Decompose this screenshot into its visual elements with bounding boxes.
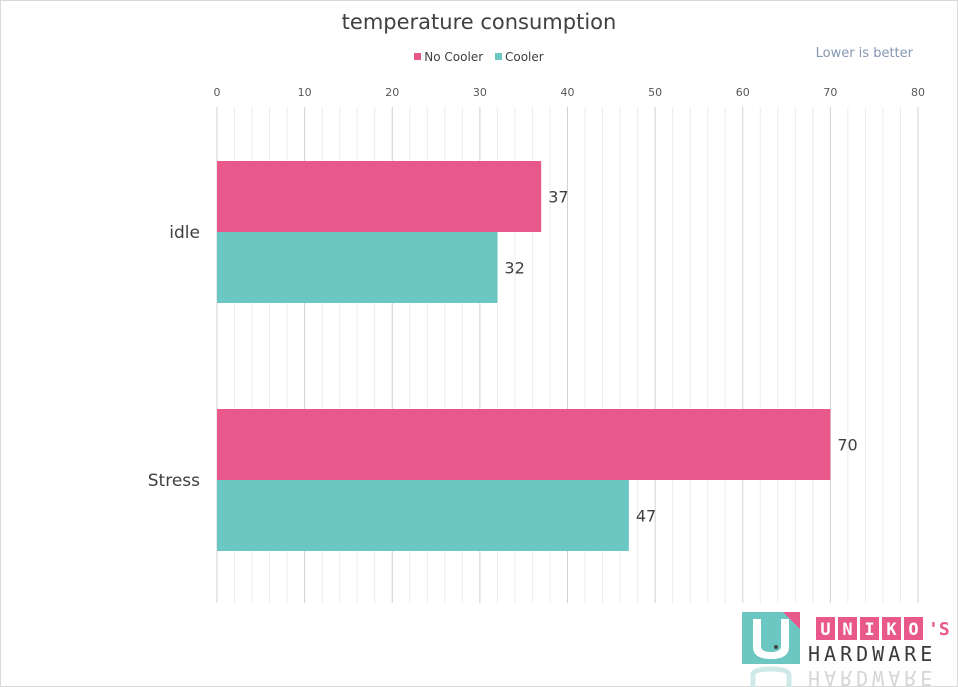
legend-item-cooler: Cooler <box>494 50 544 64</box>
x-tick-label: 10 <box>298 86 312 99</box>
logo-letter-box <box>816 617 835 640</box>
logo-hardware-text: HARDWARE <box>808 642 936 666</box>
logo-letter: U <box>820 620 830 640</box>
x-tick-label: 70 <box>823 86 837 99</box>
category-label: Stress <box>148 471 200 491</box>
legend-swatch-cooler <box>494 53 502 60</box>
logo-hardware-reflection: HARDWARE <box>808 666 936 687</box>
logo-letter-box <box>860 617 879 640</box>
logo-letter: I <box>864 620 874 640</box>
bar <box>217 232 498 303</box>
logo-letter: K <box>886 620 897 640</box>
logo-mascot-ear <box>783 612 800 629</box>
data-label: 32 <box>504 259 524 278</box>
x-tick-label: 0 <box>214 86 221 99</box>
logo-suffix: 'S <box>928 619 950 640</box>
legend-item-no-cooler: No Cooler <box>414 50 483 64</box>
logo-letter-box <box>904 617 923 640</box>
logo-mascot-eye <box>774 645 778 649</box>
chart-title: temperature consumption <box>341 10 617 34</box>
bar <box>217 161 542 232</box>
bar <box>217 409 831 480</box>
x-tick-label: 30 <box>473 86 487 99</box>
x-tick-label: 60 <box>736 86 750 99</box>
chart-legend: No Cooler Cooler <box>0 50 958 64</box>
legend-label-cooler: Cooler <box>504 50 544 64</box>
bar <box>217 480 629 551</box>
logo-mascot-u <box>753 619 789 659</box>
data-label: 70 <box>837 436 857 455</box>
logo-letter: O <box>908 620 918 640</box>
data-label: 37 <box>548 188 568 207</box>
data-label: 47 <box>636 507 656 526</box>
x-tick-label: 50 <box>648 86 662 99</box>
category-label: idle <box>169 223 200 243</box>
logo-letter-box <box>838 617 857 640</box>
logo-mascot-reflection <box>750 666 792 687</box>
legend-label-no-cooler: No Cooler <box>424 50 484 64</box>
x-tick-label: 20 <box>385 86 399 99</box>
x-tick-label: 80 <box>911 86 925 99</box>
logo-letter-box <box>882 617 901 640</box>
legend-swatch-no-cooler <box>414 53 422 60</box>
chart-annotation: Lower is better <box>815 46 913 61</box>
logo-letters: U N I K O 'S <box>816 617 950 640</box>
logo-letter: N <box>842 620 852 640</box>
x-tick-label: 40 <box>561 86 575 99</box>
